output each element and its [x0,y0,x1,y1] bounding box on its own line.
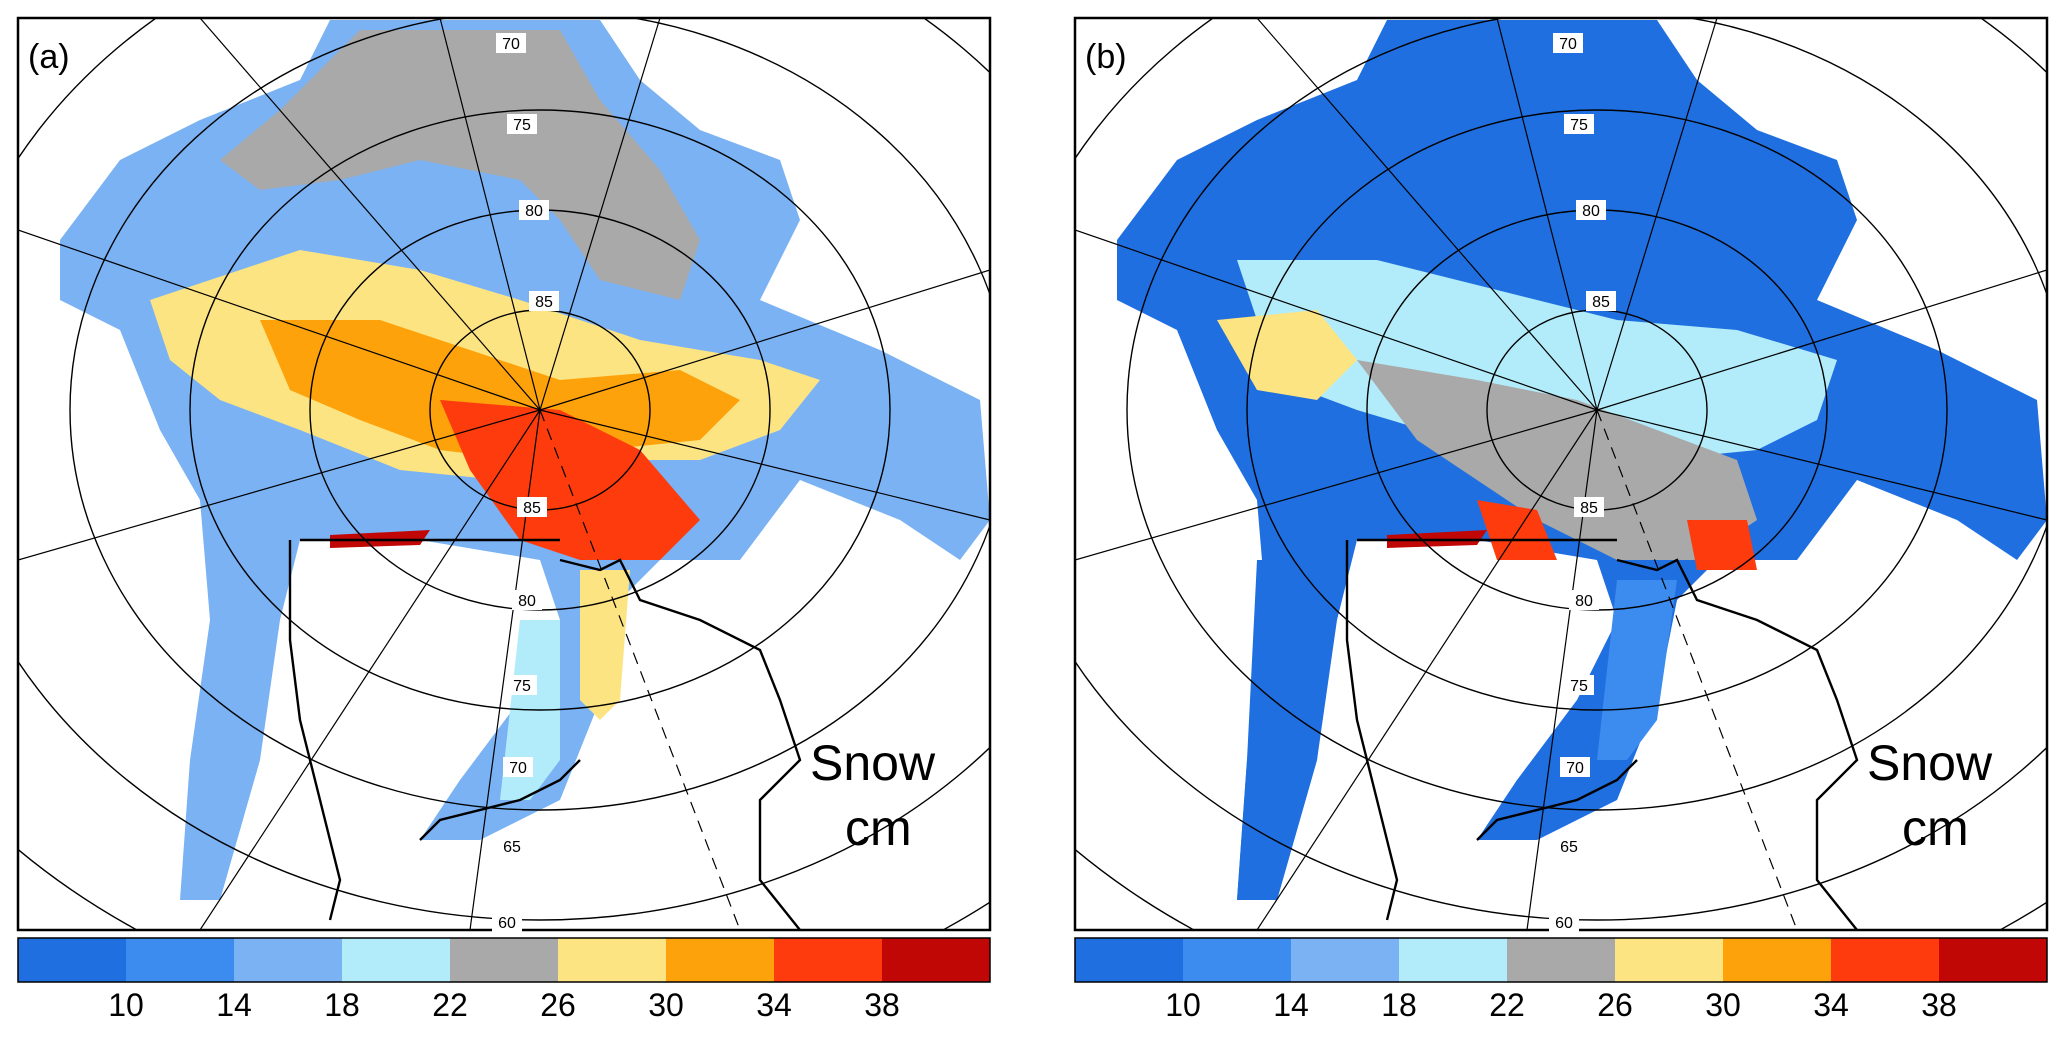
svg-text:75: 75 [1570,678,1588,695]
colorbar-tick-label: 30 [648,987,684,1023]
svg-text:70: 70 [509,760,527,777]
colorbar-tick-label: 38 [1921,987,1957,1023]
colorbar-tick-label: 26 [540,987,576,1023]
colorbar-tick-label: 34 [1813,987,1849,1023]
colorbar-swatch [1939,938,2048,982]
colorbar-tick-label: 34 [756,987,792,1023]
svg-text:80: 80 [525,203,543,220]
svg-text:70: 70 [1559,36,1577,53]
svg-text:85: 85 [1580,500,1598,517]
svg-text:85: 85 [1592,294,1610,311]
annotation-line2-b: cm [1902,800,1969,856]
colorbar-swatch [1831,938,1940,982]
svg-text:60: 60 [1555,915,1573,932]
lat-labels-lower-b: 85 80 75 70 65 60 [1549,497,1604,932]
colorbar-tick-label: 22 [432,987,468,1023]
colorbar-tick-label: 10 [108,987,144,1023]
svg-text:65: 65 [503,839,521,856]
svg-text:85: 85 [535,294,553,311]
colorbar-swatch [1615,938,1724,982]
colorbar-swatch [18,938,127,982]
meridians-b [1075,18,2047,930]
annotation-line1-b: Snow [1867,735,1993,791]
colorbar-tick-label: 38 [864,987,900,1023]
lat-labels-upper-b: 70 75 80 85 [1553,33,1616,311]
colorbar-swatch [1291,938,1400,982]
colorbar-swatch [126,938,235,982]
svg-text:80: 80 [518,593,536,610]
colorbar-swatch [234,938,343,982]
colorbar-swatch [774,938,883,982]
colorbar-tick-label: 26 [1597,987,1633,1023]
panel-a: 70 75 80 85 85 80 75 70 65 60 (a) Snow c… [0,0,1010,1038]
colorbar-swatch [342,938,451,982]
panel-label-a: (a) [28,38,70,76]
colorbar-tick-label: 18 [1381,987,1417,1023]
svg-text:85: 85 [523,500,541,517]
colorbar-swatch [666,938,775,982]
colorbar-tick-label: 18 [324,987,360,1023]
svg-text:75: 75 [513,117,531,134]
svg-text:80: 80 [1582,203,1600,220]
svg-text:70: 70 [1566,760,1584,777]
svg-text:75: 75 [1570,117,1588,134]
lat-labels-upper-a: 70 75 80 85 [496,33,559,311]
colorbar-swatch [558,938,667,982]
colorbar-tick-label: 22 [1489,987,1525,1023]
colorbar-tick-label: 14 [1273,987,1309,1023]
colorbar-swatch [1075,938,1184,982]
colorbar-swatch [1507,938,1616,982]
svg-text:80: 80 [1575,593,1593,610]
annotation-line1-a: Snow [810,735,936,791]
lat-labels-lower-a: 85 80 75 70 65 60 [492,497,547,932]
colorbar-tick-label: 30 [1705,987,1741,1023]
coastline-b [1616,558,1859,930]
svg-text:60: 60 [498,915,516,932]
snow-field-b [1117,20,2047,900]
annotation-line2-a: cm [845,800,912,856]
meridians-a [18,18,990,930]
colorbar-a: 10 14 18 22 26 30 34 38 [17,937,991,1023]
colorbar-tick-label: 14 [216,987,252,1023]
colorbar-swatch [882,938,991,982]
colorbar-swatch [1183,938,1292,982]
colorbar-b: 10 14 18 22 26 30 34 38 [1074,937,2048,1023]
svg-text:65: 65 [1560,839,1578,856]
panel-b: 70 75 80 85 85 80 75 70 65 60 (b) Snow c… [1057,0,2067,1038]
svg-text:70: 70 [502,36,520,53]
panel-label-b: (b) [1085,38,1127,76]
map-b: 70 75 80 85 85 80 75 70 65 60 (b) Snow c… [1073,16,2049,1023]
colorbar-swatch [1723,938,1832,982]
colorbar-tick-label: 10 [1165,987,1201,1023]
colorbar-swatch [1399,938,1508,982]
coastline-a [559,558,802,930]
svg-text:75: 75 [513,678,531,695]
colorbar-swatch [450,938,559,982]
map-a: 70 75 80 85 85 80 75 70 65 60 (a) Snow c… [16,16,992,1023]
